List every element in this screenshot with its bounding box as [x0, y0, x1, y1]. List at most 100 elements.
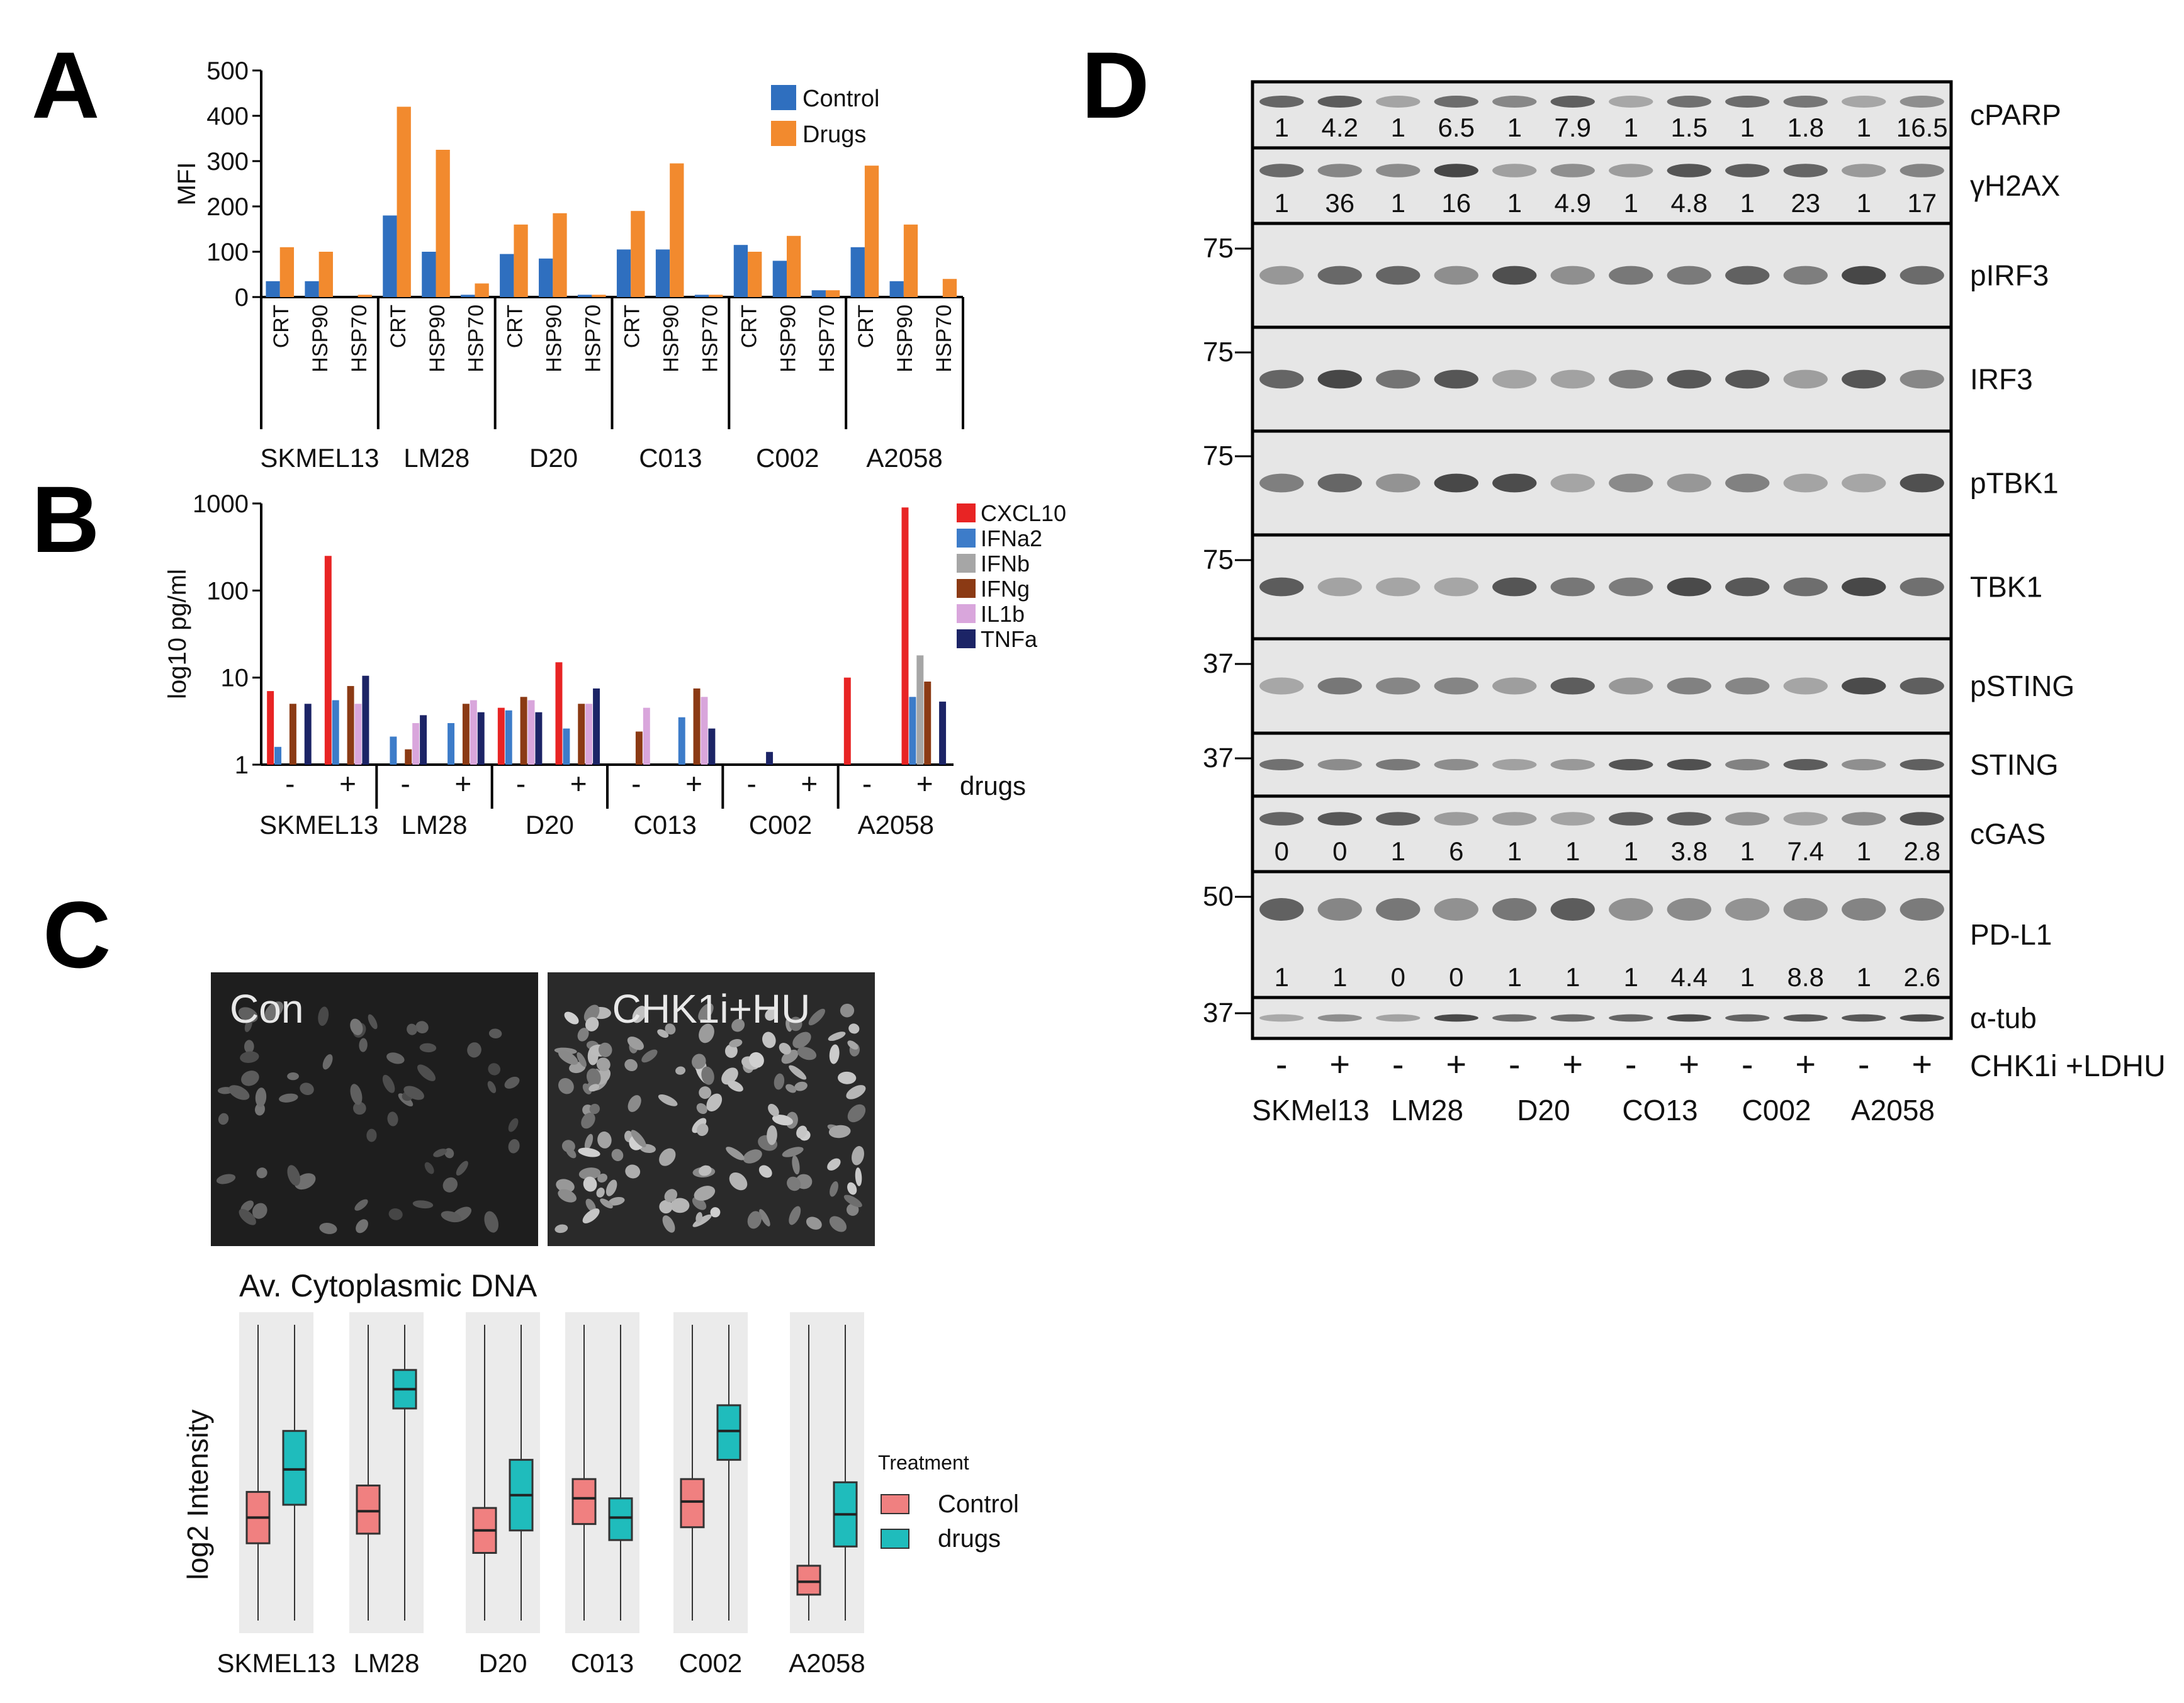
blot-band	[1667, 898, 1711, 921]
group-label: SKMEL13	[217, 1648, 335, 1678]
bar-drugs	[748, 252, 762, 297]
blot-band	[1434, 812, 1478, 826]
cell	[787, 1176, 801, 1191]
blot-row-label: cGAS	[1970, 818, 2046, 850]
group-label: D20	[529, 443, 578, 473]
group-label: LM28	[401, 810, 467, 840]
cell	[322, 1054, 333, 1070]
cell	[350, 1018, 363, 1035]
blot-band	[1667, 164, 1711, 177]
panel-letter-d: D	[1081, 32, 1150, 138]
cell	[789, 1206, 801, 1225]
y-tick-label: 10	[221, 665, 249, 692]
drug-sign-label: +	[685, 767, 702, 800]
bar-control	[655, 249, 670, 297]
cell	[366, 1128, 377, 1142]
cell	[605, 1179, 617, 1196]
blot-band	[1609, 677, 1653, 695]
cell	[659, 1148, 676, 1166]
cell	[558, 1050, 578, 1065]
blot-band	[1900, 266, 1944, 285]
cell	[768, 1103, 779, 1116]
quant-value: 1	[1391, 188, 1405, 218]
blot-band	[1434, 677, 1478, 695]
blot-band	[1550, 369, 1595, 389]
bar-control	[889, 281, 904, 297]
bar-il1b	[412, 722, 420, 765]
cell	[749, 1052, 764, 1068]
blot-band	[1783, 898, 1828, 921]
blot-band	[1842, 164, 1886, 177]
group-label: C002	[756, 443, 819, 473]
cell	[830, 1181, 838, 1197]
blot-band	[1317, 812, 1362, 826]
cell	[255, 1088, 267, 1107]
cell	[659, 1200, 673, 1214]
cell	[765, 1009, 777, 1021]
bar-drugs	[514, 224, 528, 297]
bar-control	[305, 281, 319, 297]
lane-sign: -	[1625, 1044, 1637, 1084]
cell	[597, 1131, 612, 1149]
bar-drugs	[279, 247, 295, 297]
cell	[354, 1199, 368, 1211]
blot-band	[1783, 577, 1828, 597]
cell	[611, 1149, 624, 1161]
category-label: HSP70	[582, 305, 605, 373]
blot-strip	[1251, 325, 1953, 433]
blot-band	[1259, 759, 1304, 770]
bar-control	[539, 258, 553, 297]
quant-value: 1	[1507, 962, 1522, 992]
bar-ifng	[405, 749, 412, 765]
bar-ifng	[289, 704, 296, 765]
cell	[774, 1073, 785, 1090]
blot-band	[1900, 898, 1944, 921]
cell	[759, 1209, 770, 1227]
blot-row-label: γH2AX	[1970, 169, 2060, 202]
treatment-label: CHK1i +LDHU	[1970, 1050, 2166, 1083]
cell	[664, 1189, 678, 1203]
cell	[256, 1167, 267, 1179]
bar-il1b	[354, 704, 362, 765]
category-label: HSP90	[659, 305, 683, 373]
cell	[412, 1200, 434, 1209]
blot-band	[1376, 473, 1421, 493]
category-label: CRT	[386, 305, 410, 348]
blot-band	[1783, 1014, 1828, 1022]
cell	[442, 1177, 458, 1193]
mw-marker: 75	[1203, 337, 1234, 368]
blot-band	[1842, 266, 1886, 285]
quant-value: 23	[1791, 188, 1820, 218]
blot-band	[1492, 164, 1537, 177]
bar-il1b	[585, 704, 593, 765]
lane-sign: -	[1509, 1044, 1521, 1084]
bar-control	[500, 254, 514, 297]
cell	[696, 1103, 707, 1115]
blot-band	[1783, 759, 1828, 770]
box-drugs	[282, 1430, 307, 1506]
blot-band	[1434, 898, 1478, 921]
quant-value: 1	[1740, 188, 1755, 218]
blot-band	[1376, 1014, 1421, 1022]
quant-value: 0	[1332, 836, 1347, 866]
box-drugs	[608, 1497, 633, 1541]
cell	[724, 1044, 738, 1058]
blot-band	[1259, 677, 1304, 695]
cell	[287, 1165, 301, 1186]
bar-control	[616, 249, 631, 297]
blot-band	[1259, 812, 1304, 826]
category-label: HSP70	[347, 305, 371, 373]
blot-band	[1667, 473, 1711, 493]
cell	[779, 1042, 791, 1055]
blot-strip	[1251, 80, 1953, 150]
cell	[356, 1219, 368, 1234]
cell	[264, 1001, 284, 1020]
quant-value: 1	[1857, 113, 1871, 142]
blot-band	[1842, 96, 1886, 108]
blot-band	[1842, 1014, 1886, 1022]
category-label: CRT	[854, 305, 878, 348]
blot-band	[1900, 164, 1944, 177]
cell	[701, 1066, 714, 1085]
cell	[252, 1203, 267, 1219]
blot-band	[1609, 369, 1653, 389]
